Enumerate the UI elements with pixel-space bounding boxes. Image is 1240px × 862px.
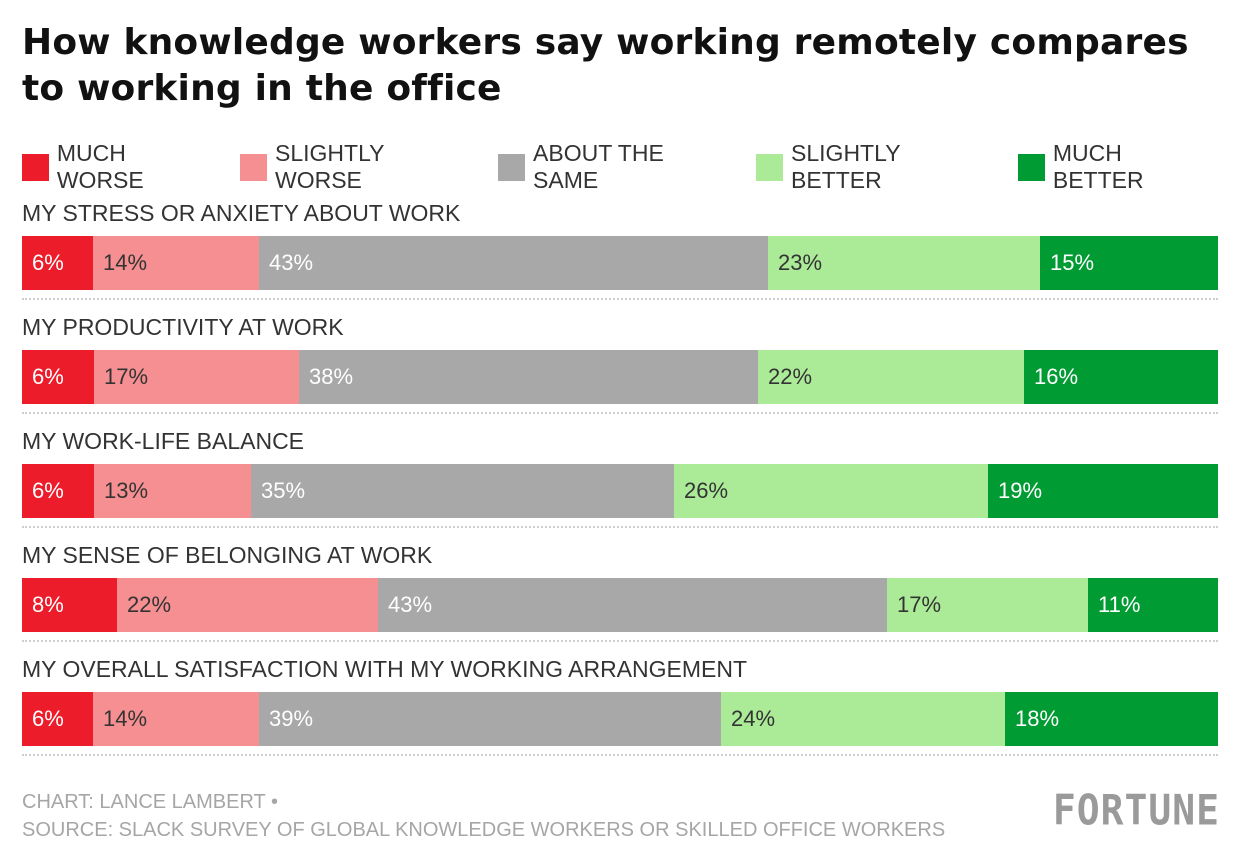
bar-segment: 15%: [1040, 236, 1218, 290]
bar-segment: 38%: [299, 350, 758, 404]
legend-item: MUCH BETTER: [1018, 140, 1218, 194]
data-label: 26%: [684, 478, 729, 503]
data-label: 6%: [32, 364, 64, 389]
legend-item: SLIGHTLY BETTER: [756, 140, 996, 194]
row-divider: [22, 412, 1218, 414]
category-label: MY STRESS OR ANXIETY ABOUT WORK: [22, 200, 461, 226]
data-label: 11%: [1098, 592, 1141, 617]
stacked-bar: 8% 22% 43% 17% 11%: [22, 578, 1218, 632]
bar-segment: 14%: [93, 692, 259, 746]
stacked-bar: 6% 13% 35% 26% 19%: [22, 464, 1218, 518]
bar-segment: 6%: [22, 236, 93, 290]
data-label: 35%: [261, 478, 306, 503]
legend-swatch: [1018, 153, 1045, 181]
data-label: 13%: [104, 478, 149, 503]
row-divider: [22, 298, 1218, 300]
bar-segment: 18%: [1005, 692, 1218, 746]
bar-segment: 39%: [259, 692, 721, 746]
bar-segment: 14%: [93, 236, 259, 290]
bar-segment: 17%: [887, 578, 1088, 632]
legend-label: SLIGHTLY BETTER: [791, 140, 901, 193]
data-label: 43%: [388, 592, 433, 617]
stacked-bar: 6% 14% 43% 23% 15%: [22, 236, 1218, 290]
bar-segment: 17%: [94, 350, 299, 404]
chart-title: How knowledge workers say working remote…: [22, 22, 1189, 109]
legend-swatch: [756, 153, 784, 181]
row-divider: [22, 640, 1218, 642]
data-label: 8%: [32, 592, 64, 617]
bar-segment: 23%: [768, 236, 1040, 290]
data-label: 14%: [103, 706, 148, 731]
data-label: 39%: [269, 706, 314, 731]
bar-segment: 43%: [259, 236, 768, 290]
data-label: 43%: [269, 250, 314, 275]
legend-swatch: [22, 153, 49, 181]
bar-segment: 8%: [22, 578, 117, 632]
chart-row: MY WORK-LIFE BALANCE 6% 13% 35% 26% 19%: [22, 424, 1218, 538]
bar-segment: 24%: [721, 692, 1005, 746]
bar-segment: 16%: [1024, 350, 1218, 404]
chart-row: MY STRESS OR ANXIETY ABOUT WORK 6% 14% 43% 2…: [22, 196, 1218, 310]
row-divider: [22, 526, 1218, 528]
category-label: MY SENSE OF BELONGING AT WORK: [22, 542, 433, 568]
stacked-bar: 6% 17% 38% 22% 16%: [22, 350, 1218, 404]
category-label: MY PRODUCTIVITY AT WORK: [22, 314, 344, 340]
legend-label: MUCH BETTER: [1052, 140, 1144, 193]
chart-row: MY PRODUCTIVITY AT WORK 6% 17% 38% 22% 16%: [22, 310, 1218, 424]
bar-segment: 35%: [251, 464, 674, 518]
category-label: MY OVERALL SATISFACTION WITH MY WORKING …: [22, 656, 748, 682]
data-label: 6%: [32, 250, 64, 275]
legend-label: MUCH WORSE: [56, 140, 144, 193]
chart-source: SOURCE: SLACK SURVEY OF GLOBAL KNOWLEDGE…: [22, 819, 946, 841]
data-label: 18%: [1015, 706, 1060, 731]
legend-swatch: [498, 153, 526, 181]
stacked-bar: 6% 14% 39% 24% 18%: [22, 692, 1218, 746]
stacked-bar-chart: MY STRESS OR ANXIETY ABOUT WORK 6% 14% 43% 2…: [22, 196, 1218, 766]
data-label: 14%: [103, 250, 148, 275]
chart-row: MY SENSE OF BELONGING AT WORK 8% 22% 43% 17%…: [22, 538, 1218, 652]
legend-item: ABOUT THE SAME: [498, 140, 734, 194]
bar-segment: 13%: [94, 464, 251, 518]
bar-segment: 19%: [988, 464, 1218, 518]
bar-segment: 6%: [22, 464, 94, 518]
data-label: 16%: [1034, 364, 1079, 389]
bar-segment: 22%: [758, 350, 1024, 404]
legend-item: MUCH WORSE: [22, 140, 218, 194]
chart-credit: CHART: LANCE LAMBERT •: [22, 791, 278, 813]
legend-item: SLIGHTLY WORSE: [240, 140, 476, 194]
row-divider: [22, 754, 1218, 756]
data-label: 23%: [778, 250, 823, 275]
data-label: 22%: [127, 592, 172, 617]
legend-swatch: [240, 153, 267, 181]
chart-footer: CHART: LANCE LAMBERT • SOURCE: SLACK SUR…: [22, 788, 945, 844]
data-label: 17%: [104, 364, 149, 389]
bar-segment: 6%: [22, 350, 94, 404]
bar-segment: 6%: [22, 692, 93, 746]
chart-row: MY OVERALL SATISFACTION WITH MY WORKING …: [22, 652, 1218, 766]
bar-segment: 11%: [1088, 578, 1218, 632]
data-label: 17%: [897, 592, 942, 617]
bar-segment: 26%: [674, 464, 988, 518]
data-label: 22%: [768, 364, 813, 389]
data-label: 6%: [32, 706, 64, 731]
bar-segment: 22%: [117, 578, 378, 632]
category-label: MY WORK-LIFE BALANCE: [22, 428, 305, 454]
legend-label: SLIGHTLY WORSE: [275, 140, 385, 193]
data-label: 15%: [1050, 250, 1095, 275]
chart-legend: MUCH WORSE SLIGHTLY WORSE ABOUT THE SAME SL…: [22, 140, 1240, 194]
data-label: 24%: [731, 706, 776, 731]
data-label: 6%: [32, 478, 64, 503]
legend-label: ABOUT THE SAME: [533, 140, 664, 193]
fortune-logo: FORTUNE: [1052, 785, 1220, 835]
bar-segment: 43%: [378, 578, 887, 632]
data-label: 38%: [309, 364, 354, 389]
data-label: 19%: [998, 478, 1043, 503]
